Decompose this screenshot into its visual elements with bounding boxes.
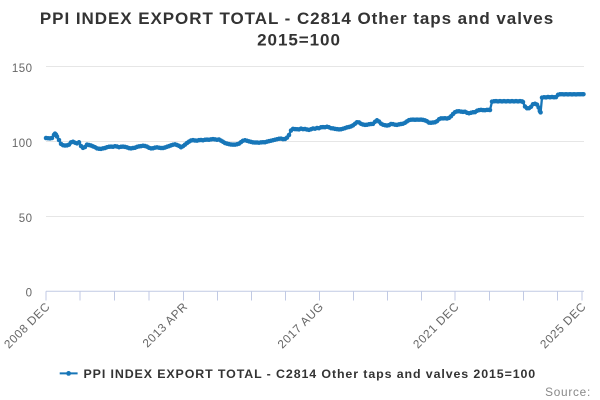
svg-text:PPI INDEX EXPORT TOTAL - C2814: PPI INDEX EXPORT TOTAL - C2814 Other tap…	[84, 367, 537, 381]
svg-text:50: 50	[19, 213, 33, 225]
svg-text:0: 0	[26, 288, 33, 300]
svg-text:Source:: Source:	[545, 385, 591, 399]
svg-text:2015=100: 2015=100	[257, 31, 341, 50]
svg-text:PPI INDEX EXPORT TOTAL - C2814: PPI INDEX EXPORT TOTAL - C2814 Other tap…	[40, 9, 554, 28]
svg-text:100: 100	[12, 138, 33, 150]
svg-text:150: 150	[12, 63, 33, 75]
